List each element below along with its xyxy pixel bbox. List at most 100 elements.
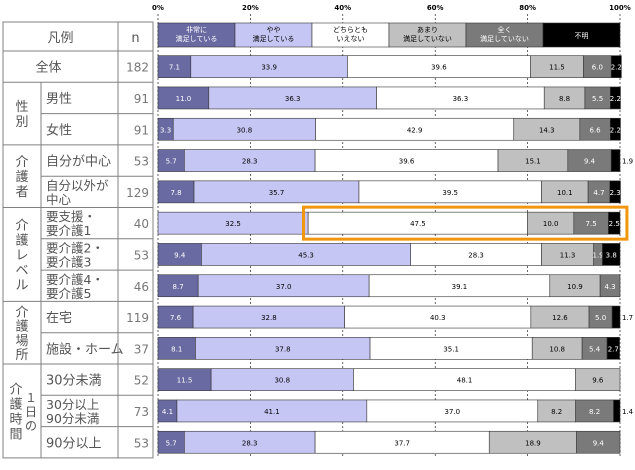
bar-value-label: 39.5 <box>442 189 458 197</box>
bar-value-label: 7.8 <box>170 189 181 197</box>
bar-value-label: 42.9 <box>407 126 423 134</box>
bar-value-label: 5.7 <box>166 439 177 447</box>
bar-value-label: 14.3 <box>539 126 555 134</box>
bar-value-label: 1.7 <box>622 314 633 322</box>
bar-segment <box>611 305 621 329</box>
bar-value-label: 1.9 <box>622 158 633 166</box>
bar-value-label: 4.3 <box>604 283 615 291</box>
category-label-line: 全体 <box>35 60 61 76</box>
bar-value-label: 35.1 <box>443 345 459 353</box>
category-label-1: 男性 <box>46 92 72 107</box>
bar-segment <box>606 337 620 360</box>
bar-value-label: 39.6 <box>399 158 415 166</box>
highlight <box>302 205 629 241</box>
legend-label-line: 不明 <box>575 32 589 40</box>
bar-value-label: 15.1 <box>525 158 541 166</box>
bar-value-label: 33.9 <box>261 64 277 72</box>
legend-label-line: 非常に <box>186 25 207 34</box>
bar-value-label: 5.7 <box>166 158 177 166</box>
group-label-char: 間 <box>9 427 22 442</box>
x-tick-label: 20% <box>242 4 259 12</box>
n-value: 37 <box>134 342 149 356</box>
bar-value-label: 28.3 <box>468 251 484 259</box>
bar-value-label: 9.4 <box>584 158 596 166</box>
table-frame <box>2 21 154 459</box>
category-label-line: 要介護5 <box>46 286 91 301</box>
bar-value-label: 4.7 <box>593 189 604 197</box>
bar-value-label: 2.2 <box>611 64 622 72</box>
n-value: 119 <box>126 311 149 325</box>
bar-row-11: 4.1 41.1 37.0 8.2 8.2 1.4 <box>157 399 634 423</box>
bar-value-label: 8.2 <box>551 408 562 416</box>
bar-value-label: 2.2 <box>610 126 621 134</box>
bar-value-label: 3.3 <box>160 126 171 134</box>
bar-value-label: 10.1 <box>557 189 573 197</box>
bar-segment <box>609 86 621 110</box>
bar-value-label: 45.3 <box>298 251 314 259</box>
bar-segment <box>613 399 621 423</box>
bar-value-label: 37.0 <box>444 408 460 416</box>
group-label-char: 時 <box>9 412 22 427</box>
bar-value-label: 7.6 <box>170 314 182 322</box>
group-sublabel-char: の <box>25 419 37 433</box>
bar-value-label: 35.7 <box>269 189 285 197</box>
category-label-0: 全体 <box>35 60 61 76</box>
bar-row-2: 3.3 30.8 42.9 14.3 6.6 2.2 <box>157 117 621 141</box>
n-value: 46 <box>134 280 149 294</box>
bar-row-5: 32.5 47.5 10.0 7.5 2.5 <box>157 211 621 235</box>
bar-value-label: 3.8 <box>606 251 617 259</box>
bar-value-label: 6.6 <box>589 126 601 134</box>
bar-value-label: 37.7 <box>394 439 410 447</box>
legend-entry-5: 不明 <box>542 22 621 48</box>
bar-value-label: 5.5 <box>592 95 603 103</box>
bar-value-label: 37.0 <box>276 283 292 291</box>
group-label-char: 介 <box>15 218 28 233</box>
category-label-7: 要介護4・要介護5 <box>46 272 104 301</box>
bar-value-label: 8.2 <box>589 408 600 416</box>
category-label-line: 施設・ホーム <box>46 341 124 357</box>
n-value: 91 <box>134 123 149 137</box>
bar-value-label: 9.4 <box>593 439 605 447</box>
group-label-char: 別 <box>15 115 28 130</box>
category-label-9: 施設・ホーム <box>46 341 124 357</box>
bar-value-label: 4.1 <box>162 408 173 416</box>
legend-label-line: 満足していない <box>403 35 452 43</box>
bar-value-label: 41.1 <box>264 408 280 416</box>
bar-value-label: 37.8 <box>275 345 291 353</box>
category-label-line: 要介護3 <box>46 254 91 269</box>
bar-value-label: 12.6 <box>552 314 568 322</box>
legend-header-label: 凡例 <box>47 31 73 46</box>
group-label-char: 介 <box>15 155 28 170</box>
bar-segment <box>576 430 621 454</box>
bar-value-label: 11.5 <box>549 64 565 72</box>
legend-label-line: いえない <box>337 35 365 43</box>
legend-label-line: やや <box>267 26 281 34</box>
bar-value-label: 10.9 <box>567 283 583 291</box>
x-tick-label: 80% <box>519 4 536 12</box>
bar-value-label: 7.5 <box>586 220 597 228</box>
group-label-char: 護 <box>15 169 28 185</box>
legend-label-line: どちらとも <box>333 26 368 34</box>
group-label-2: 介護者 <box>15 155 28 200</box>
x-tick-label: 0% <box>152 4 164 12</box>
category-label-line: 要介護1 <box>46 223 91 238</box>
legend-swatch <box>542 22 621 48</box>
bar-value-label: 6.0 <box>592 64 603 72</box>
group-label-char: 場 <box>15 334 28 349</box>
legend-label-line: あまり <box>417 26 438 34</box>
legend: 非常に満足しているやや満足しているどちらともいえないあまり満足していない全く満足… <box>157 22 621 48</box>
n-value: 53 <box>134 155 149 169</box>
bar-row-8: 7.6 32.8 40.3 12.6 5.0 1.7 <box>157 305 633 329</box>
n-value: 53 <box>134 436 149 450</box>
group-label-char: ベ <box>15 263 28 278</box>
category-label-line: 30分以上 <box>46 397 99 412</box>
legend-label-line: 全く <box>498 25 512 34</box>
bar-row-0: 7.1 33.9 39.6 11.5 6.0 2.2 <box>157 55 622 78</box>
bar-value-label: 39.1 <box>452 283 468 291</box>
group-label-char: 護 <box>15 319 28 335</box>
group-sublabel-char: 日 <box>25 405 37 419</box>
